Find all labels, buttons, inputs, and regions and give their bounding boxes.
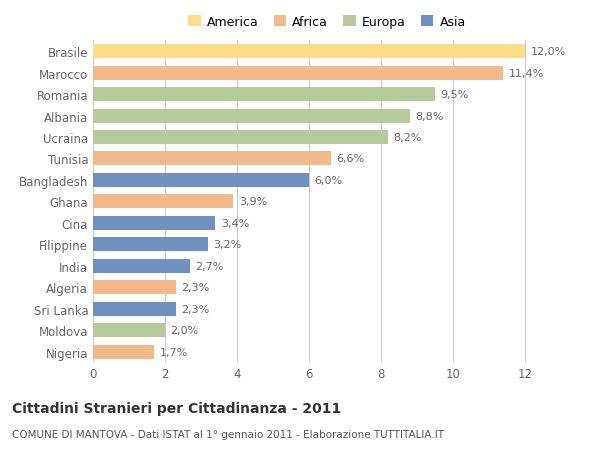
Text: 2,3%: 2,3% [181,283,209,293]
Bar [93,45,525,59]
Text: 8,8%: 8,8% [415,111,443,121]
Bar [93,302,176,316]
Text: 8,2%: 8,2% [394,133,422,143]
Bar [93,88,435,102]
Text: 6,0%: 6,0% [314,175,343,185]
Text: 3,4%: 3,4% [221,218,249,229]
Text: 9,5%: 9,5% [440,90,469,100]
Bar [93,259,190,273]
Bar [93,67,503,80]
Legend: America, Africa, Europa, Asia: America, Africa, Europa, Asia [188,16,466,28]
Text: 3,9%: 3,9% [239,197,267,207]
Bar [93,174,309,188]
Bar [93,281,176,295]
Text: 2,3%: 2,3% [181,304,209,314]
Bar [93,217,215,230]
Bar [93,345,154,359]
Bar [93,152,331,166]
Text: 2,7%: 2,7% [196,261,224,271]
Text: 1,7%: 1,7% [160,347,188,357]
Text: Cittadini Stranieri per Cittadinanza - 2011: Cittadini Stranieri per Cittadinanza - 2… [12,402,341,415]
Text: 11,4%: 11,4% [509,68,544,78]
Text: COMUNE DI MANTOVA - Dati ISTAT al 1° gennaio 2011 - Elaborazione TUTTITALIA.IT: COMUNE DI MANTOVA - Dati ISTAT al 1° gen… [12,429,444,439]
Bar [93,195,233,209]
Text: 6,6%: 6,6% [336,154,364,164]
Bar [93,131,388,145]
Text: 12,0%: 12,0% [530,47,566,57]
Bar [93,324,165,337]
Text: 2,0%: 2,0% [170,325,199,336]
Bar [93,109,410,123]
Bar [93,238,208,252]
Text: 3,2%: 3,2% [214,240,242,250]
